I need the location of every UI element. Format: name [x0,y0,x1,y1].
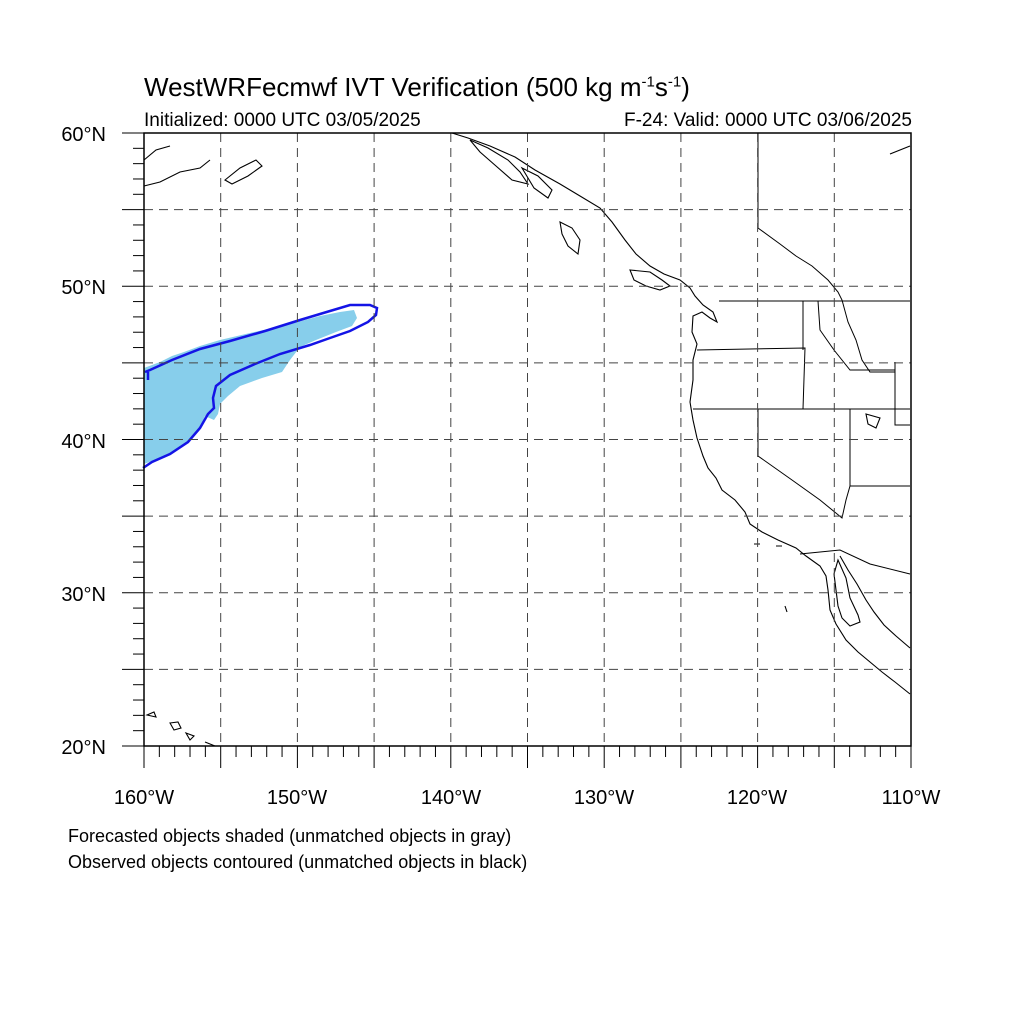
lat-lon-grid [144,133,911,746]
observed-legend-note: Observed objects contoured (unmatched ob… [68,852,528,872]
latitude-labels: 20°N 30°N 40°N 50°N 60°N [61,124,106,759]
forecast-legend-note: Forecasted objects shaded (unmatched obj… [68,826,512,846]
lon-label-160w: 160°W [114,787,174,809]
lat-label-40: 40°N [61,431,106,453]
political-borders [693,133,911,575]
lon-label-130w: 130°W [574,787,634,809]
initialized-time: Initialized: 0000 UTC 03/05/2025 [144,110,421,131]
lon-label-120w: 120°W [727,787,787,809]
map-frame [143,132,912,747]
map-title: WestWRFecmwf IVT Verification (500 kg m-… [144,72,690,103]
title-exponent-1: -1 [641,73,655,91]
coastlines [143,132,911,747]
lon-label-150w: 150°W [267,787,327,809]
longitude-labels: 160°W 150°W 140°W 130°W 120°W 110°W [114,787,941,809]
title-text: WestWRFecmwf IVT Verification (500 kg m [144,72,642,102]
title-unit-s: s [654,72,668,102]
lon-label-140w: 140°W [421,787,481,809]
title-exponent-2: -1 [667,73,682,91]
observed-object-contour [142,303,379,470]
lon-label-110w: 110°W [882,787,941,809]
valid-time: F-24: Valid: 0000 UTC 03/06/2025 [624,110,912,131]
title-close-paren: ) [681,72,690,102]
lat-label-60: 60°N [61,124,106,146]
lat-label-30: 30°N [61,584,106,606]
lat-label-50: 50°N [61,277,106,299]
axis-ticks [122,132,912,768]
forecast-object [144,310,357,464]
lat-label-20: 20°N [61,737,106,759]
